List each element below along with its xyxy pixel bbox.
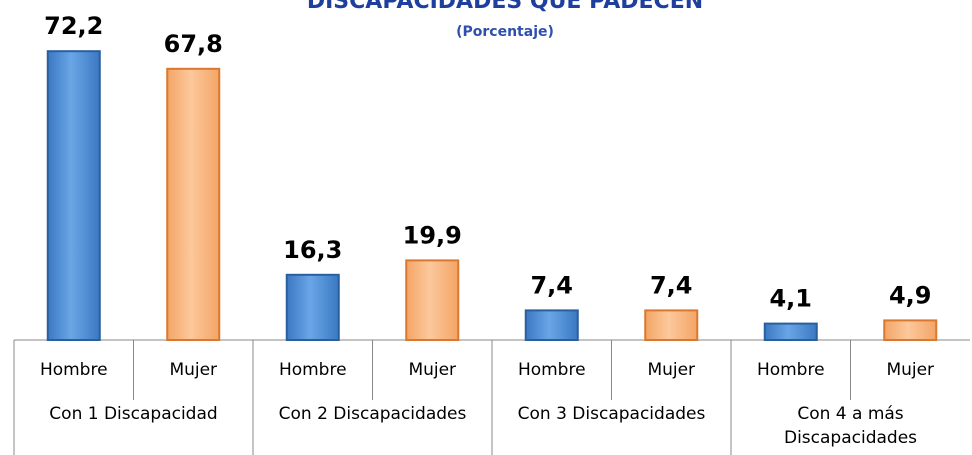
bar (46, 50, 101, 341)
sub-category-label: Hombre (757, 360, 825, 380)
sub-category-label: Mujer (408, 360, 456, 380)
value-label: 16,3 (283, 236, 342, 264)
bar (763, 322, 818, 342)
sub-category-label: Mujer (886, 360, 934, 380)
bar (644, 309, 699, 341)
bar (405, 259, 460, 341)
bar (883, 319, 938, 341)
value-label: 7,4 (530, 271, 573, 299)
category-label: Con 1 Discapacidad (49, 404, 218, 424)
chart-title: DISCAPACIDADES QUE PADECEN (307, 0, 703, 14)
sub-category-label: Hombre (279, 360, 347, 380)
category-label: Con 3 Discapacidades (517, 404, 706, 424)
bar (285, 273, 340, 341)
category-label: Con 2 Discapacidades (278, 404, 467, 424)
bar (166, 67, 221, 342)
sub-category-label: Hombre (518, 360, 586, 380)
chart-subtitle: (Porcentaje) (456, 24, 554, 40)
bar (524, 309, 579, 341)
sub-category-label: Mujer (169, 360, 217, 380)
sub-category-label: Mujer (647, 360, 695, 380)
value-label: 4,9 (889, 281, 932, 309)
category-label: Con 4 a más Discapacidades (783, 404, 918, 448)
sub-category-label: Hombre (40, 360, 108, 380)
value-label: 4,1 (769, 285, 812, 313)
value-label: 7,4 (650, 271, 693, 299)
value-label: 72,2 (44, 12, 103, 40)
value-label: 67,8 (164, 30, 223, 58)
value-label: 19,9 (403, 221, 462, 249)
